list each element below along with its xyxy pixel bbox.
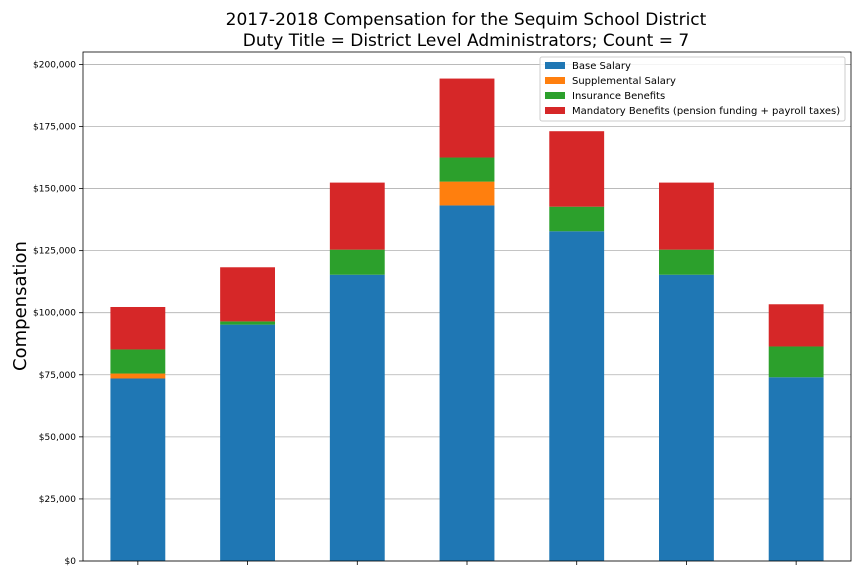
bar-segment bbox=[220, 324, 275, 561]
bar-segment bbox=[659, 249, 714, 275]
y-tick-label: $125,000 bbox=[33, 247, 76, 257]
bar-segment bbox=[439, 157, 495, 182]
bar-segment bbox=[659, 182, 714, 250]
bar-segment bbox=[110, 373, 166, 379]
bar-segment bbox=[768, 304, 824, 347]
legend-box bbox=[539, 56, 846, 122]
y-axis-label: Compensation bbox=[10, 241, 31, 371]
bar-segment bbox=[439, 205, 495, 561]
y-tick-label: $75,000 bbox=[39, 371, 76, 381]
bar-segment bbox=[549, 131, 605, 207]
plot-frame bbox=[82, 51, 852, 562]
y-tick-label: $25,000 bbox=[39, 495, 76, 505]
bar-segment bbox=[439, 181, 495, 206]
y-tick-label: $150,000 bbox=[33, 185, 76, 195]
bar-segment bbox=[768, 346, 824, 378]
bar-segment bbox=[110, 306, 166, 350]
legend-swatch bbox=[545, 92, 565, 99]
bar-segment bbox=[549, 231, 605, 561]
bar-segment bbox=[220, 321, 275, 325]
bar-segment bbox=[659, 274, 714, 561]
y-tick-label: $200,000 bbox=[33, 60, 76, 70]
chart-title: 2017-2018 Compensation for the Sequim Sc… bbox=[226, 10, 707, 30]
axis-layer: $0 $25,000 $50,000 $75,000 $100,000 $125,000 $… bbox=[33, 51, 852, 567]
bar-segment bbox=[768, 377, 824, 561]
legend-label: Mandatory Benefits (pension funding + pa… bbox=[572, 106, 840, 117]
chart-subtitle: Duty Title = District Level Administrato… bbox=[243, 31, 689, 51]
legend-label: Insurance Benefits bbox=[572, 91, 665, 102]
bar-segment bbox=[329, 274, 385, 561]
legend-swatch bbox=[545, 62, 565, 69]
bar-segment bbox=[220, 267, 275, 322]
legend-swatch bbox=[545, 77, 565, 84]
bar-segment bbox=[110, 378, 166, 561]
legend-label: Supplemental Salary bbox=[572, 76, 676, 87]
legend-label: Base Salary bbox=[572, 61, 631, 72]
bar-segment bbox=[439, 78, 495, 158]
y-tick-label: $0 bbox=[65, 557, 77, 567]
y-tick-label: $100,000 bbox=[33, 309, 76, 319]
y-tick-label: $175,000 bbox=[33, 122, 76, 132]
y-tick-label: $50,000 bbox=[39, 433, 76, 443]
bars-layer bbox=[110, 78, 824, 561]
bar-segment bbox=[110, 349, 166, 374]
bar-segment bbox=[329, 249, 385, 275]
bar-segment bbox=[329, 182, 385, 250]
legend: Base Salary Supplemental Salary Insurance … bbox=[539, 56, 846, 122]
bar-segment bbox=[549, 206, 605, 232]
legend-swatch bbox=[545, 107, 565, 114]
